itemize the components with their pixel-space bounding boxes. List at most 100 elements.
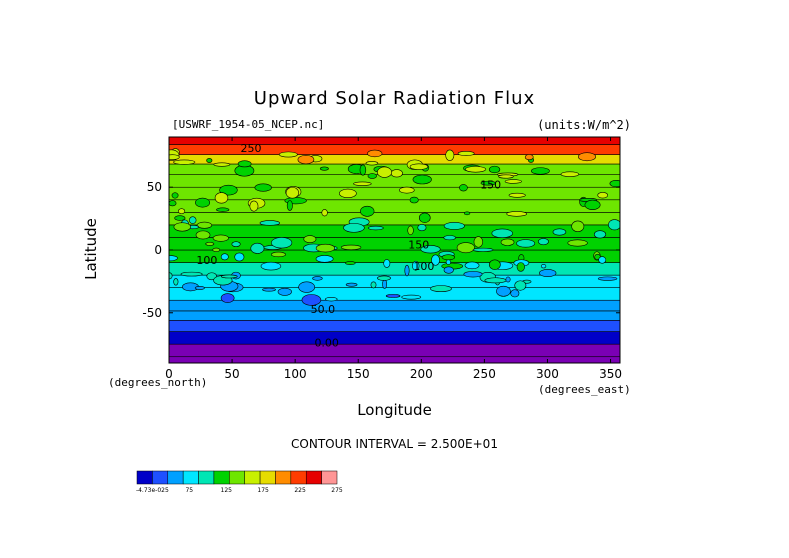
x-tick-label: 0: [165, 367, 173, 381]
heatmap-cell: [390, 169, 403, 178]
colorbar-tick-label: 275: [331, 487, 343, 494]
heatmap-cell: [459, 184, 468, 192]
heatmap-cell: [303, 235, 317, 243]
heatmap-cell: [171, 192, 179, 199]
heatmap-band: [169, 299, 620, 312]
heatmap-cell: [412, 260, 420, 271]
heatmap-cell: [174, 215, 186, 221]
heatmap-cell: [383, 259, 391, 268]
y-axis-units: (degrees_north): [108, 376, 208, 389]
x-axis-label: Longitude: [357, 401, 432, 419]
x-tick-label: 200: [410, 367, 433, 381]
heatmap-cell: [195, 230, 211, 240]
heatmap-cell: [319, 166, 329, 171]
heatmap-cell: [345, 261, 356, 265]
contour-label: 100: [413, 260, 434, 273]
heatmap-cell: [213, 162, 231, 167]
y-tick-label: -50: [142, 306, 162, 320]
units-label: (units:W/m^2): [537, 118, 631, 132]
heatmap-cell: [491, 228, 513, 239]
source-filename: [USWRF_1954-05_NCEP.nc]: [172, 118, 325, 131]
heatmap-cell: [195, 197, 211, 208]
heatmap-cell: [377, 275, 391, 281]
heatmap-cell: [206, 158, 213, 163]
heatmap-cell: [538, 238, 549, 246]
heatmap-cell: [315, 243, 336, 253]
heatmap-band: [169, 343, 620, 358]
heatmap-cell: [472, 247, 494, 252]
heatmap-cell: [516, 262, 525, 272]
heatmap-cell: [189, 216, 197, 224]
colorbar-swatch: [182, 470, 199, 485]
heatmap-cell: [277, 287, 292, 296]
x-tick-label: 150: [347, 367, 370, 381]
heatmap-cell: [456, 242, 475, 254]
contour-label: 100: [196, 254, 217, 267]
heatmap-cell: [206, 272, 217, 281]
colorbar-tick-label: 175: [257, 487, 269, 494]
colorbar-tick-label: 75: [185, 487, 193, 494]
heatmap-cell: [250, 242, 265, 254]
heatmap-cell: [464, 261, 480, 270]
heatmap-cell: [598, 256, 607, 264]
heatmap-cell: [271, 251, 286, 258]
colorbar-swatch: [167, 470, 184, 485]
heatmap-cell: [571, 220, 585, 232]
heatmap-cell: [597, 192, 609, 199]
heatmap-band: [169, 320, 620, 332]
heatmap-cell: [401, 294, 422, 300]
heatmap-cell: [417, 223, 427, 232]
heatmap-cell: [431, 254, 440, 266]
contour-label: 50.0: [311, 303, 336, 316]
colorbar-swatch: [198, 470, 215, 485]
contour-interval-note: CONTOUR INTERVAL = 2.500E+01: [291, 437, 498, 451]
heatmap-cell: [340, 244, 362, 251]
colorbar-swatch: [259, 470, 276, 485]
heatmap-cell: [343, 223, 365, 233]
heatmap-cell: [180, 271, 203, 277]
heatmap-cell: [540, 264, 547, 269]
heatmap-cell: [339, 188, 357, 199]
heatmap-cell: [488, 165, 501, 174]
x-tick-label: 350: [599, 367, 622, 381]
x-tick-label: 300: [536, 367, 559, 381]
y-tick-label: 50: [147, 180, 162, 194]
colorbar-swatch: [290, 470, 307, 485]
heatmap-cell: [220, 274, 238, 279]
heatmap-cell: [473, 236, 484, 248]
heatmap-cell: [324, 297, 338, 302]
heatmap-cell: [418, 212, 431, 223]
heatmap-cell: [260, 261, 282, 271]
contour-label: 0.00: [314, 337, 339, 350]
heatmap-cell: [508, 192, 526, 198]
chart-title: Upward Solar Radiation Flux: [253, 88, 536, 109]
heatmap-cell: [286, 200, 293, 211]
heatmap-cell: [531, 167, 550, 175]
colorbar-tick-label: -4.73e-025: [136, 487, 169, 494]
heatmap-cell: [219, 184, 238, 196]
heatmap-cell: [498, 174, 514, 179]
colorbar-swatch: [321, 470, 338, 485]
heatmap-cell: [399, 186, 415, 194]
heatmap-cell: [463, 211, 471, 216]
contour-label: 150: [480, 178, 501, 191]
x-tick-label: 50: [224, 367, 239, 381]
heatmap-cell: [231, 241, 241, 247]
colorbar-tick-label: 225: [294, 487, 306, 494]
heatmap-cell: [465, 166, 487, 173]
heatmap-cell: [420, 245, 441, 254]
heatmap-band: [169, 331, 620, 345]
colorbar-swatch: [152, 470, 169, 485]
heatmap-cell: [169, 200, 177, 207]
heatmap-cell: [279, 151, 298, 158]
heatmap-cell: [488, 259, 501, 270]
heatmap-cell: [385, 294, 401, 298]
heatmap-cell: [212, 234, 229, 242]
heatmap-cell: [196, 221, 213, 229]
heatmap-cell: [500, 238, 515, 246]
heatmap-cell: [345, 282, 358, 287]
heatmap-cell: [367, 173, 377, 179]
heatmap-cell: [377, 166, 392, 178]
heatmap-cell: [367, 225, 384, 231]
